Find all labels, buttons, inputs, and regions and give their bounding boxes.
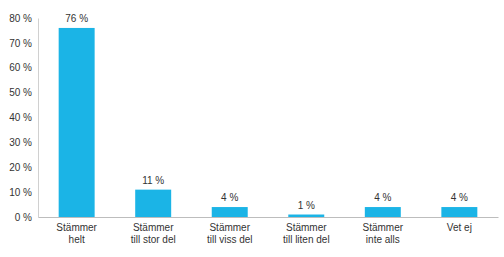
y-tick-label: 50 % bbox=[9, 87, 32, 98]
x-tick-label-line: Stämmer bbox=[286, 222, 327, 233]
bar bbox=[135, 190, 171, 217]
y-tick-label: 60 % bbox=[9, 62, 32, 73]
y-tick-label: 40 % bbox=[9, 112, 32, 123]
x-tick: Stämmertill viss del bbox=[207, 217, 253, 245]
x-tick-label-line: till liten del bbox=[283, 234, 330, 245]
y-tick-label: 10 % bbox=[9, 187, 32, 198]
chart: 0 % 10 % 20 % 30 % 40 % 50 % 60 % 70 % 80 % Stämm… bbox=[0, 0, 504, 257]
y-tick: 0 % bbox=[15, 212, 38, 223]
data-label: 11 % bbox=[142, 175, 164, 186]
x-tick-label: Stämmerinte alls bbox=[363, 222, 404, 245]
y-tick: 40 % bbox=[9, 112, 38, 123]
y-tick: 70 % bbox=[9, 38, 38, 49]
x-tick-label: Stämmerhelt bbox=[56, 222, 97, 245]
x-tick-label-line: till viss del bbox=[207, 234, 253, 245]
x-tick-label-line: Vet ej bbox=[447, 222, 472, 233]
x-tick-label: Vet ej bbox=[447, 222, 472, 233]
x-tick: Stämmertill liten del bbox=[283, 217, 330, 245]
x-tick: Vet ej bbox=[447, 217, 472, 233]
x-tick-label-line: Stämmer bbox=[133, 222, 174, 233]
data-labels: 76 % 11 % 4 % 1 % 4 % 4 % bbox=[65, 13, 468, 211]
y-tick: 80 % bbox=[9, 13, 38, 24]
y-tick-label: 70 % bbox=[9, 38, 32, 49]
x-tick-label-line: Stämmer bbox=[363, 222, 404, 233]
y-tick-label: 80 % bbox=[9, 13, 32, 24]
y-axis: 0 % 10 % 20 % 30 % 40 % 50 % 60 % 70 % 80 % bbox=[9, 13, 38, 223]
x-axis-line bbox=[39, 217, 499, 218]
x-tick: Stämmerinte alls bbox=[363, 217, 404, 245]
y-tick: 50 % bbox=[9, 87, 38, 98]
plot: 0 % 10 % 20 % 30 % 40 % 50 % 60 % 70 % 80 % Stämm… bbox=[9, 13, 498, 245]
y-tick-label: 30 % bbox=[9, 137, 32, 148]
data-label: 4 % bbox=[451, 192, 468, 203]
bar bbox=[288, 215, 324, 217]
data-label: 76 % bbox=[65, 13, 88, 24]
bar bbox=[365, 207, 401, 217]
y-tick: 60 % bbox=[9, 62, 38, 73]
x-tick-label: Stämmertill stor del bbox=[131, 222, 176, 245]
x-tick: Stämmertill stor del bbox=[131, 217, 176, 245]
x-tick-label-line: till stor del bbox=[131, 234, 176, 245]
y-tick: 20 % bbox=[9, 162, 38, 173]
data-label: 4 % bbox=[221, 192, 238, 203]
x-tick-label-line: Stämmer bbox=[56, 222, 97, 233]
bar bbox=[441, 207, 477, 217]
bar bbox=[212, 207, 248, 217]
data-label: 4 % bbox=[374, 192, 391, 203]
y-tick-label: 20 % bbox=[9, 162, 32, 173]
x-tick-label-line: Stämmer bbox=[209, 222, 250, 233]
y-axis-line bbox=[38, 19, 39, 218]
y-tick: 30 % bbox=[9, 137, 38, 148]
x-tick-label: Stämmertill liten del bbox=[283, 222, 330, 245]
x-tick-label-line: helt bbox=[69, 234, 85, 245]
data-label: 1 % bbox=[298, 200, 315, 211]
y-tick: 10 % bbox=[9, 187, 38, 198]
x-tick: Stämmerhelt bbox=[56, 217, 97, 245]
x-tick-label: Stämmertill viss del bbox=[207, 222, 253, 245]
bar bbox=[59, 28, 95, 217]
x-tick-label-line: inte alls bbox=[366, 234, 400, 245]
bars bbox=[59, 28, 478, 217]
x-axis: StämmerheltStämmertill stor delStämmerti… bbox=[39, 217, 499, 245]
y-tick-label: 0 % bbox=[15, 212, 32, 223]
